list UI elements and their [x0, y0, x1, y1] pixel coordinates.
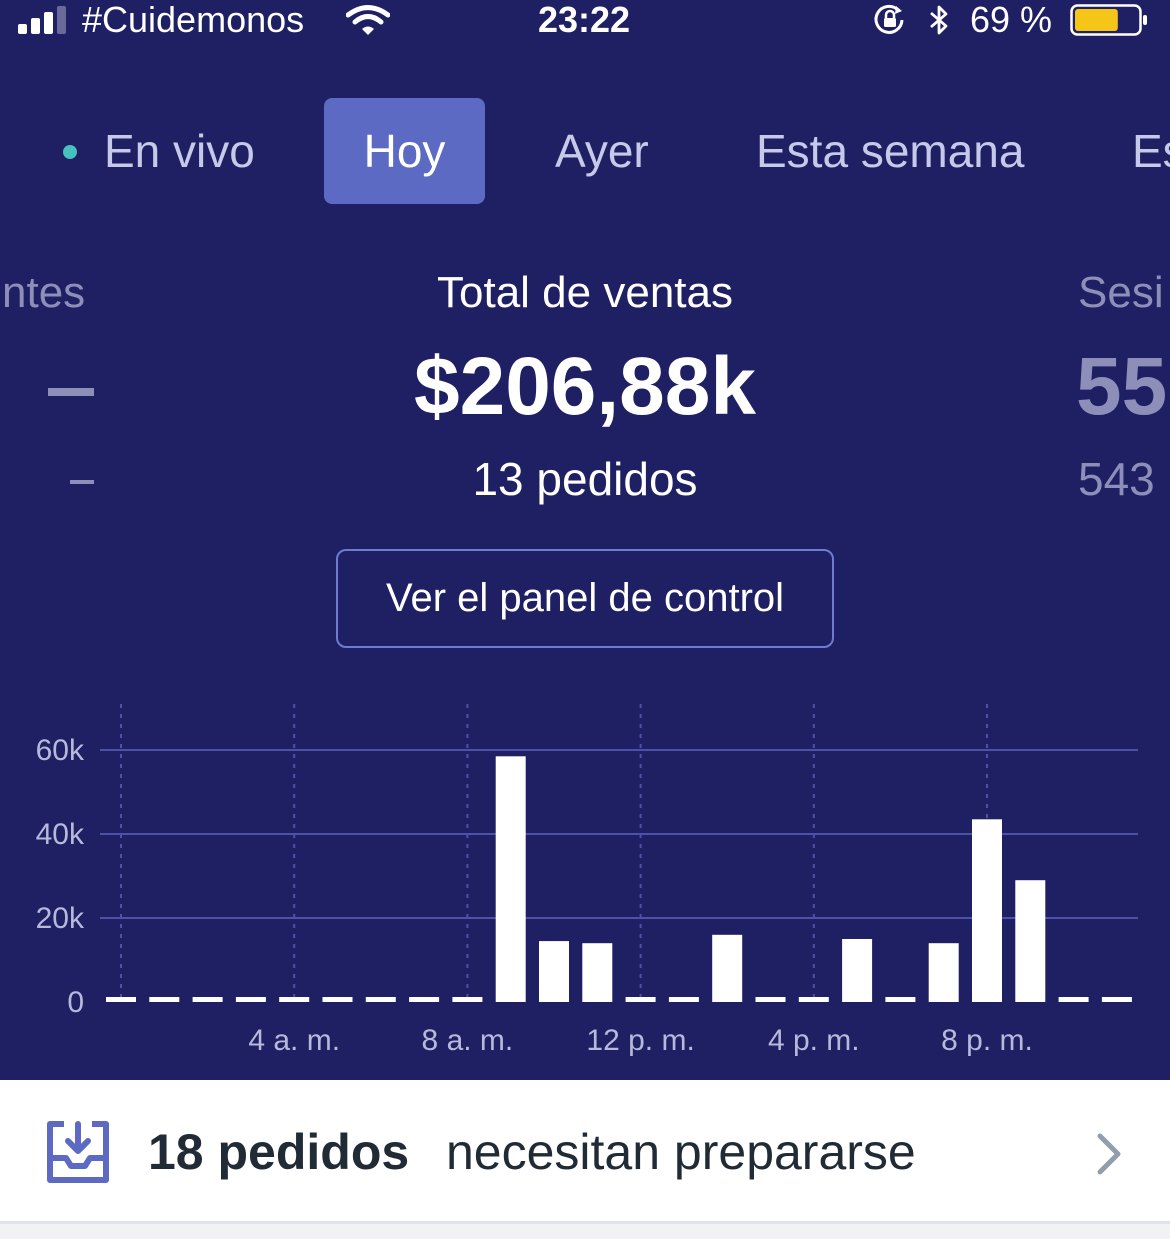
tab-hoy[interactable]: Hoy: [324, 98, 485, 204]
chart-bar-zero: [149, 997, 180, 1002]
x-tick-label: 8 p. m.: [941, 1024, 1033, 1057]
tab-en-vivo[interactable]: En vivo: [104, 125, 255, 177]
view-dashboard-button[interactable]: Ver el panel de control: [336, 549, 834, 648]
left-metric-label: ntes: [2, 268, 86, 317]
battery-percent: 69 %: [970, 0, 1053, 40]
carrier-name: #Cuidemonos: [82, 0, 305, 40]
chart-bar: [582, 943, 613, 1002]
right-metric-value: 55: [1076, 341, 1168, 432]
inbox-tray-icon: [47, 1121, 109, 1183]
y-tick-label: 40k: [36, 818, 85, 851]
status-time: 23:22: [538, 0, 631, 40]
chart-bar-zero: [798, 997, 829, 1002]
y-tick-label: 60k: [36, 734, 85, 767]
chart-bar-zero: [106, 997, 136, 1002]
chart-bar: [712, 934, 743, 1002]
chart-bar-zero: [322, 997, 353, 1002]
battery-icon: [1070, 4, 1147, 36]
chart-bar-zero: [668, 997, 699, 1002]
chart-bar-zero: [409, 997, 440, 1002]
signal-icon: [18, 4, 70, 34]
orientation-lock-icon: [874, 4, 904, 34]
orders-count: 13 pedidos: [472, 453, 698, 505]
total-sales-label: Total de ventas: [437, 268, 733, 317]
total-sales-value: $206,88k: [413, 341, 756, 432]
chart-bar-zero: [625, 997, 656, 1002]
wifi-icon: [346, 5, 390, 35]
left-metric-sub-dash: [70, 480, 94, 484]
hourly-sales-chart: 0 20k 40k 60k 4 a. m. 8 a. m. 12 p. m. 4 p. m. 8…: [36, 704, 1138, 1057]
y-tick-label: 0: [67, 986, 84, 1019]
chart-bar-zero: [235, 997, 266, 1002]
pending-orders-description: necesitan prepararse: [446, 1124, 916, 1180]
chart-bar-zero: [1058, 997, 1089, 1002]
x-tick-label: 4 p. m.: [768, 1024, 860, 1057]
chart-bar-zero: [452, 997, 483, 1002]
right-metric-sub: 543: [1078, 453, 1155, 505]
chart-bar-zero: [1101, 997, 1132, 1002]
tab-ayer[interactable]: Ayer: [555, 125, 649, 177]
chart-bar-zero: [192, 997, 223, 1002]
y-tick-label: 20k: [36, 902, 85, 935]
chart-bar-zero: [279, 997, 310, 1002]
tab-esta-semana[interactable]: Esta semana: [756, 125, 1025, 177]
tab-partial-next[interactable]: Es: [1132, 125, 1170, 177]
status-bar: #Cuidemonos 23:22 69 %: [0, 0, 1170, 42]
analytics-screen: #Cuidemonos 23:22 69 % En vivo Hoy Ayer …: [0, 0, 1170, 1080]
x-tick-label: 12 p. m.: [586, 1024, 694, 1057]
x-tick-label: 4 a. m.: [248, 1024, 340, 1057]
chevron-right-icon: [1097, 1133, 1121, 1175]
chart-bar: [842, 939, 873, 1002]
chart-bar: [972, 819, 1002, 1002]
left-metric-value-dash: [48, 388, 94, 396]
chart-bar: [539, 941, 569, 1002]
live-indicator-dot: [63, 145, 77, 159]
orders-to-fulfill-banner[interactable]: 18 pedidos necesitan prepararse: [0, 1080, 1170, 1224]
chart-bar: [928, 943, 959, 1002]
chart-bar-zero: [885, 997, 916, 1002]
chart-bar-zero: [755, 997, 786, 1002]
pending-orders-count: 18 pedidos: [148, 1124, 410, 1180]
chart-bar: [1015, 880, 1046, 1002]
right-metric-label: Sesi: [1078, 268, 1164, 317]
x-tick-label: 8 a. m.: [422, 1024, 514, 1057]
bluetooth-icon: [930, 5, 948, 35]
chart-bar-zero: [365, 997, 396, 1002]
chart-bar: [495, 756, 526, 1002]
